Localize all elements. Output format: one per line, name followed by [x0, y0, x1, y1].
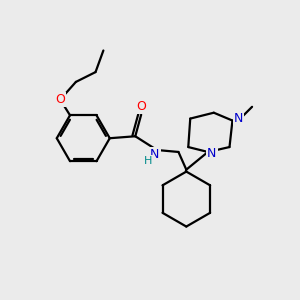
Text: O: O	[55, 93, 65, 106]
Text: O: O	[136, 100, 146, 113]
Text: N: N	[150, 148, 160, 161]
Text: N: N	[234, 112, 243, 125]
Text: N: N	[207, 147, 217, 161]
Text: H: H	[144, 156, 152, 166]
